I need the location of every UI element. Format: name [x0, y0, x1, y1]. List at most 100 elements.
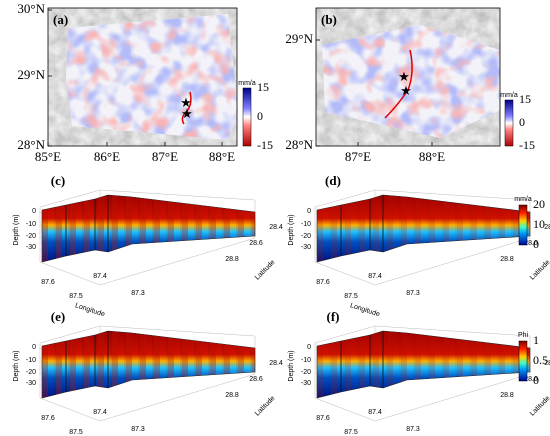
colorbar-tick: 0 — [519, 115, 525, 129]
z-tick-label: -20 — [301, 369, 311, 376]
epicenter-star: ★ — [181, 106, 193, 121]
lon-tick-label: 87.6 — [41, 415, 55, 422]
curtain-stripes — [42, 331, 255, 398]
colorbar-tick: 15 — [519, 92, 531, 106]
z-axis-label: Depth (m) — [288, 214, 295, 245]
y-axis-label: Latitude — [254, 395, 277, 418]
fault-line — [181, 91, 192, 125]
z-tick-label: 0 — [32, 344, 36, 351]
lon-tick-label: 87°E — [345, 149, 371, 164]
colorbar-tick: -15 — [519, 138, 535, 152]
y-axis-label: Latitude — [254, 259, 277, 282]
lon-tick-label: 87.6 — [316, 279, 330, 286]
colorbar-unit: mm/a — [500, 92, 518, 99]
colorbar-tick: 1 — [533, 333, 539, 347]
subsidence-pattern — [66, 14, 238, 140]
lon-tick-label: 87.3 — [406, 426, 420, 433]
colorbar — [242, 87, 252, 147]
axis-box — [374, 373, 531, 422]
axis-box — [314, 189, 376, 208]
lon-tick-label: 87.4 — [368, 273, 382, 280]
axis-box — [314, 261, 376, 286]
colorbar-tick: 0.5 — [533, 353, 548, 367]
y-axis-label: Latitude — [529, 395, 550, 418]
z-axis-label: Depth (m) — [13, 214, 20, 245]
lon-tick-label: 87.5 — [69, 429, 83, 436]
z-tick-label: -10 — [26, 221, 36, 228]
lat-tick-label: 29°N — [285, 31, 313, 46]
lat-tick-label: 28.6 — [249, 376, 263, 383]
axis-box — [99, 325, 256, 337]
y-axis-label: Latitude — [529, 259, 550, 282]
lat-tick-label: 30°N — [17, 1, 45, 16]
lat-tick-label: 28.4 — [269, 360, 283, 367]
axis-box — [99, 237, 256, 286]
axis-box — [39, 325, 101, 344]
fault-line — [384, 49, 413, 119]
curtain-stripes — [42, 195, 255, 262]
axis-box — [99, 189, 256, 201]
colorbar-tick: -15 — [257, 138, 273, 152]
lat-tick-label: 28.6 — [249, 240, 263, 247]
plot-3d — [314, 189, 531, 286]
lat-tick-label: 28.8 — [225, 256, 239, 263]
z-tick-label: -10 — [301, 221, 311, 228]
map-frame — [315, 7, 501, 147]
lon-tick-label: 87.4 — [93, 409, 107, 416]
z-tick-label: -10 — [26, 357, 36, 364]
fold-edge — [65, 331, 109, 392]
lon-tick-label: 87.3 — [406, 290, 420, 297]
lat-tick-label: 29°N — [17, 67, 45, 82]
x-axis-label: Longitude — [349, 302, 381, 318]
lon-tick-label: 87°E — [152, 149, 178, 164]
fold-edge — [65, 195, 109, 256]
panel-label: (d) — [325, 173, 341, 188]
lon-tick-label: 87.4 — [368, 409, 382, 416]
plot-3d — [314, 325, 531, 422]
map-frame — [47, 7, 238, 147]
axis-box — [39, 189, 101, 208]
lat-tick-label: 28.8 — [500, 392, 514, 399]
z-tick-label: -10 — [301, 357, 311, 364]
figure-root: ★★(a)30°N29°N28°N85°E 86°E 87°E 88°Emm/a 150… — [13, 1, 550, 436]
lat-tick-label: 28.8 — [500, 256, 514, 263]
lon-tick-label: 88°E — [209, 149, 235, 164]
lat-tick-label: 28.8 — [225, 392, 239, 399]
plot-3d — [39, 189, 256, 286]
axis-box — [374, 325, 531, 337]
z-tick-label: 0 — [32, 208, 36, 215]
fold-edge — [340, 331, 384, 392]
colorbar-tick: 15 — [257, 80, 269, 94]
lon-tick-label: 85°E — [35, 149, 61, 164]
lon-tick-label: 87.5 — [69, 293, 83, 300]
z-tick-label: -30 — [26, 244, 36, 251]
epicenter-star: ★ — [398, 69, 410, 84]
axis-box — [314, 397, 376, 422]
lat-tick-label: 28.4 — [269, 224, 283, 231]
lon-tick-label: 87.5 — [344, 429, 358, 436]
lon-tick-label: 87.3 — [131, 290, 145, 297]
plot-3d — [39, 325, 256, 422]
lon-tick-label: 87.6 — [41, 279, 55, 286]
z-tick-label: -20 — [26, 233, 36, 240]
axis-box — [314, 325, 376, 344]
colorbar-unit: mm/a — [514, 196, 532, 203]
z-tick-label: -30 — [301, 380, 311, 387]
colorbar-tick: 0 — [533, 373, 539, 387]
z-tick-label: -20 — [26, 369, 36, 376]
colorbar-tick: 0 — [533, 237, 539, 251]
colorbar-tick: 20 — [533, 197, 545, 211]
z-axis-label: Depth (m) — [288, 350, 295, 381]
panel-label: (c) — [51, 173, 65, 188]
colorbar-unit: Phi — [518, 332, 529, 339]
epicenter-star: ★ — [180, 95, 192, 110]
panel-label: (a) — [53, 12, 68, 27]
lat-tick-label: 28.4 — [544, 224, 550, 231]
axis-box — [374, 237, 531, 286]
z-tick-label: -30 — [301, 244, 311, 251]
x-axis-label: Longitude — [74, 302, 106, 318]
lat-tick-label: 28°N — [285, 137, 313, 152]
lat-tick-label: 28°N — [17, 137, 45, 152]
axis-box — [39, 397, 101, 422]
